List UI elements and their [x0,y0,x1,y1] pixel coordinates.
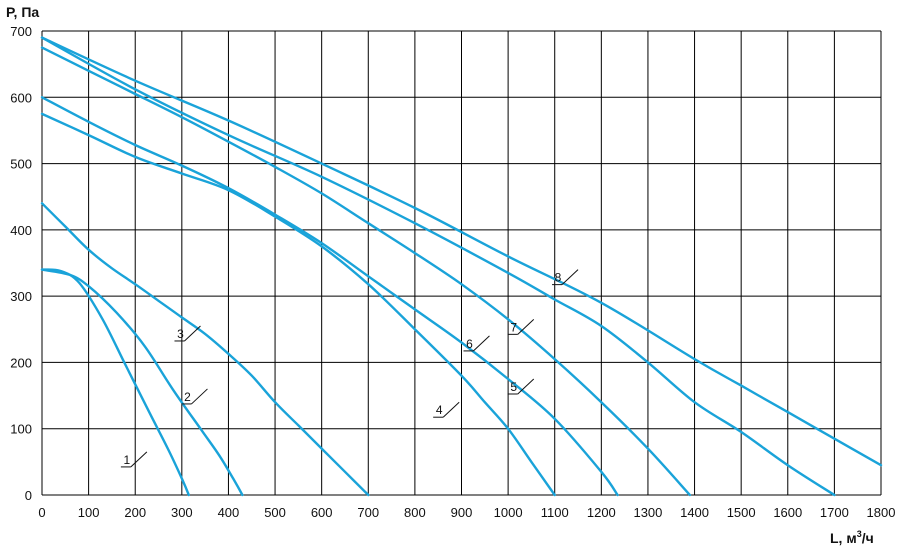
series-label-2: 2 [184,390,191,404]
y-tick-label-0: 0 [25,488,32,503]
x-tick-label-1300: 1300 [633,505,662,520]
y-tick-label-700: 700 [10,24,32,39]
series-line-8 [40,36,883,467]
series-leader-3 [184,325,201,342]
series-line-4 [40,112,556,497]
series-label-8: 8 [555,271,562,285]
series-leader-8 [561,269,579,285]
y-tick-label-100: 100 [10,422,32,437]
grid [41,30,882,496]
series-label-6: 6 [466,337,473,351]
series-label-7: 7 [510,320,517,334]
x-tick-label-1100: 1100 [541,505,569,520]
y-axis-title: P, Па [6,4,39,20]
y-tick-label-500: 500 [10,157,32,172]
series-label-1: 1 [124,453,131,467]
x-tick-label-1700: 1700 [820,505,849,520]
series-leader-2 [191,388,208,405]
series-leader-4 [442,401,460,418]
series-line-7 [40,36,836,497]
x-tick-label-1800: 1800 [867,505,896,520]
x-axis-title-sup: 3 [857,529,862,539]
y-tick-label-300: 300 [10,289,32,304]
x-tick-label-600: 600 [311,505,333,520]
y-tick-label-200: 200 [10,355,32,370]
x-axis-title-tail: /ч [862,530,874,546]
x-tick-label-1000: 1000 [494,505,523,520]
x-tick-label-0: 0 [38,505,45,520]
tick-labels: 0 100 200 300 400 500 600 700 800 900 1000 1100 1200… [10,24,895,520]
series-label-5: 5 [510,380,517,394]
x-tick-label-200: 200 [124,505,146,520]
series-leader-1 [130,451,148,468]
y-tick-label-400: 400 [10,223,32,238]
series-leader-6 [473,335,490,352]
series-leader-7 [517,318,535,335]
series-line-6 [40,46,692,497]
x-tick-label-500: 500 [264,505,286,520]
y-tick-label-600: 600 [10,90,32,105]
series-leader-5 [517,378,535,395]
x-tick-label-400: 400 [218,505,240,520]
series-lines [40,36,883,497]
x-axis-title: L, м3/ч [830,529,874,546]
x-tick-label-1400: 1400 [680,505,709,520]
x-tick-label-100: 100 [78,505,100,520]
series-line-5 [40,96,619,497]
x-tick-label-1600: 1600 [773,505,802,520]
x-tick-label-800: 800 [404,505,426,520]
series-line-2 [40,268,244,497]
x-tick-label-700: 700 [357,505,379,520]
series-line-3 [40,202,370,497]
x-tick-label-1200: 1200 [587,505,616,520]
series-label-4: 4 [436,403,443,417]
x-tick-label-300: 300 [171,505,193,520]
x-tick-label-900: 900 [451,505,473,520]
x-axis-title-main: L, м [830,530,857,546]
x-tick-label-1500: 1500 [727,505,756,520]
series-label-3: 3 [177,327,184,341]
series-labels: 1 2 3 4 5 6 7 8 [120,269,579,468]
